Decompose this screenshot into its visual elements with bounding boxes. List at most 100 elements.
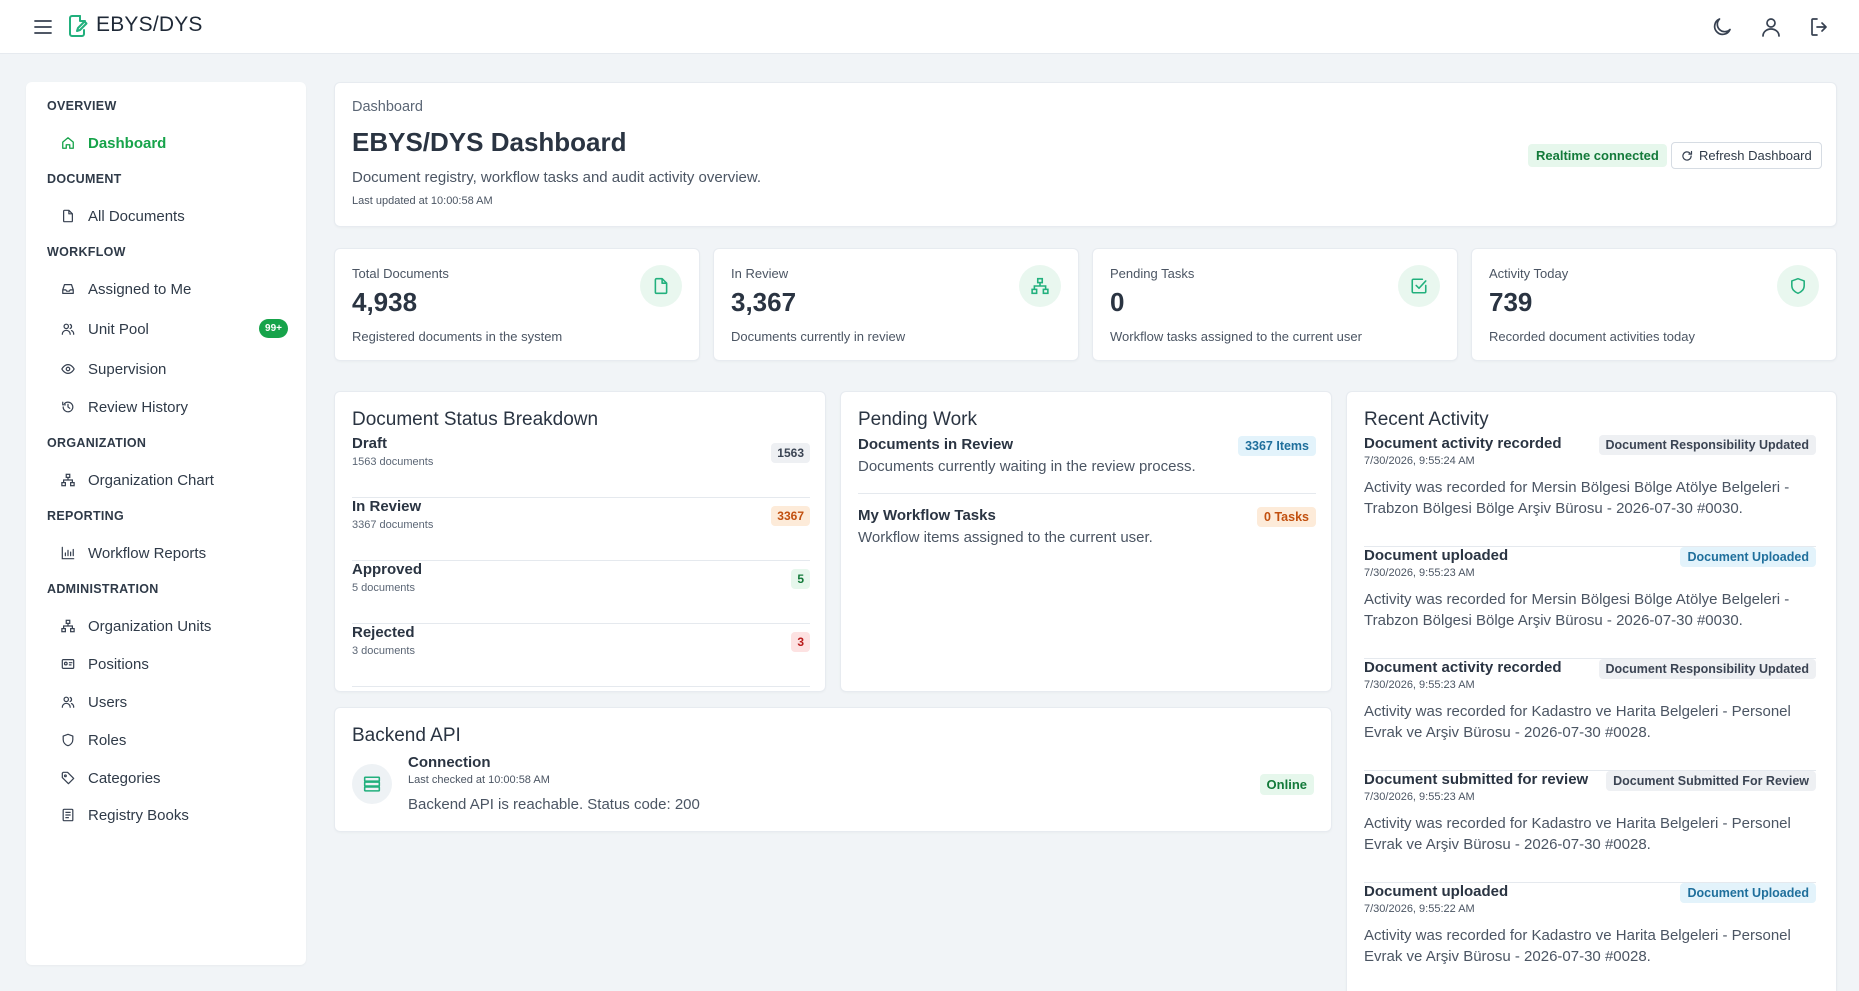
section-title: Pending Work (858, 409, 977, 430)
page-title: EBYS/DYS Dashboard (352, 127, 627, 157)
status-count-badge: 3 (791, 632, 810, 652)
top-bar: EBYS/DYS (0, 0, 1859, 54)
stat-label: Pending Tasks (1110, 266, 1195, 281)
connection-label: Connection (408, 754, 491, 771)
activity-item[interactable]: Document activity recorded 7/30/2026, 9:5… (1364, 435, 1816, 547)
sidebar-item-label: Dashboard (88, 134, 167, 152)
sidebar-item-registry-books[interactable]: Registry Books (60, 800, 288, 830)
sidebar-item-label: Workflow Reports (88, 544, 207, 562)
last-checked: Last checked at 10:00:58 AM (408, 774, 550, 786)
id-card-icon (60, 656, 76, 672)
sidebar-item-supervision[interactable]: Supervision (60, 354, 288, 384)
file-icon (60, 208, 76, 224)
stat-subtitle: Workflow tasks assigned to the current u… (1110, 329, 1362, 344)
refresh-label: Refresh Dashboard (1699, 148, 1812, 163)
activity-time: 7/30/2026, 9:55:23 AM (1364, 791, 1475, 803)
org-chart-icon (60, 472, 76, 488)
sidebar-section-overview: OVERVIEW (47, 99, 117, 113)
stat-card-pending-tasks: Pending Tasks 0 Workflow tasks assigned … (1092, 248, 1458, 361)
sidebar-section-reporting: REPORTING (47, 509, 125, 523)
user-icon[interactable] (1759, 15, 1783, 39)
sidebar-item-review-history[interactable]: Review History (60, 392, 288, 422)
activity-time: 7/30/2026, 9:55:22 AM (1364, 903, 1475, 915)
activity-item[interactable]: Document uploaded 7/30/2026, 9:55:22 AM Ac… (1364, 883, 1816, 991)
shield-icon (60, 732, 76, 748)
activity-text: Activity was recorded for Mersin Bölgesi… (1364, 479, 1790, 517)
sidebar-item-organization-units[interactable]: Organization Units (60, 611, 288, 641)
users-icon (60, 694, 76, 710)
stat-value: 4,938 (352, 287, 418, 317)
sidebar-item-organization-chart[interactable]: Organization Chart (60, 465, 288, 495)
sidebar-item-dashboard[interactable]: Dashboard (60, 128, 288, 158)
pending-work-card: Pending Work Documents in Review Documen… (840, 391, 1332, 692)
pending-row-documents-in-review[interactable]: Documents in Review Documents currently … (858, 436, 1316, 494)
sidebar-item-label: Supervision (88, 360, 167, 378)
moon-icon[interactable] (1710, 15, 1734, 39)
sidebar-section-workflow: WORKFLOW (47, 245, 126, 259)
breadcrumb[interactable]: Dashboard (352, 99, 423, 115)
home-icon (60, 135, 76, 151)
pending-row-name: My Workflow Tasks (858, 507, 996, 524)
sidebar-item-roles[interactable]: Roles (60, 725, 288, 755)
sidebar-item-label: Registry Books (88, 806, 189, 824)
sidebar: OVERVIEW Dashboard DOCUMENT All Document… (26, 82, 306, 965)
pending-count-badge: 3367 Items (1238, 436, 1316, 456)
app-title: EBYS/DYS (96, 13, 203, 36)
refresh-dashboard-button[interactable]: Refresh Dashboard (1671, 142, 1822, 169)
stat-subtitle: Registered documents in the system (352, 329, 563, 344)
sidebar-item-categories[interactable]: Categories (60, 763, 288, 793)
sidebar-item-label: Assigned to Me (88, 280, 192, 298)
activity-text: Activity was recorded for Kadastro ve Ha… (1364, 703, 1791, 741)
activity-type-badge: Document Uploaded (1680, 547, 1816, 567)
sidebar-item-label: Organization Units (88, 617, 212, 635)
status-name: In Review (352, 498, 422, 515)
api-status-message: Backend API is reachable. Status code: 2… (408, 796, 700, 813)
sidebar-item-label: Roles (88, 731, 127, 749)
sidebar-item-label: Review History (88, 398, 189, 416)
eye-icon (60, 361, 76, 377)
status-row[interactable]: In Review 3367 documents 3367 (352, 498, 810, 561)
sidebar-item-workflow-reports[interactable]: Workflow Reports (60, 538, 288, 568)
activity-title: Document uploaded (1364, 883, 1509, 900)
section-title: Document Status Breakdown (352, 409, 599, 430)
refresh-icon (1681, 150, 1699, 162)
sidebar-item-label: Users (88, 693, 128, 711)
sidebar-item-positions[interactable]: Positions (60, 649, 288, 679)
recent-activity-card: Recent Activity Document activity record… (1346, 391, 1837, 991)
pending-count-badge: 0 Tasks (1257, 507, 1316, 527)
check-square-icon (1398, 265, 1440, 307)
status-row[interactable]: Rejected 3 documents 3 (352, 624, 810, 687)
tag-icon (60, 770, 76, 786)
status-count-text: 1563 documents (352, 456, 434, 468)
stat-card-in-review: In Review 3,367 Documents currently in r… (713, 248, 1079, 361)
activity-type-badge: Document Submitted For Review (1606, 771, 1816, 791)
pending-row-my-workflow-tasks[interactable]: My Workflow Tasks Workflow items assigne… (858, 507, 1316, 547)
stat-value: 3,367 (731, 287, 797, 317)
menu-icon[interactable] (33, 17, 53, 37)
activity-item[interactable]: Document submitted for review 7/30/2026, … (1364, 771, 1816, 883)
sidebar-item-assigned-to-me[interactable]: Assigned to Me (60, 274, 288, 304)
sidebar-item-label: Organization Chart (88, 471, 214, 489)
stat-value: 0 (1110, 287, 1125, 317)
sidebar-item-users[interactable]: Users (60, 687, 288, 717)
backend-api-card: Backend API Connection Last checked at 1… (334, 707, 1332, 832)
activity-item[interactable]: Document uploaded 7/30/2026, 9:55:23 AM Ac… (1364, 547, 1816, 659)
inbox-icon (60, 281, 76, 297)
org-units-icon (60, 618, 76, 634)
activity-title: Document activity recorded (1364, 659, 1562, 676)
stat-card-total-documents: Total Documents 4,938 Registered documen… (334, 248, 700, 361)
online-status-badge: Online (1259, 774, 1314, 795)
logout-icon[interactable] (1808, 15, 1832, 39)
activity-title: Document submitted for review (1364, 771, 1589, 788)
status-row[interactable]: Draft 1563 documents 1563 (352, 435, 810, 498)
status-name: Approved (352, 561, 423, 578)
status-row[interactable]: Approved 5 documents 5 (352, 561, 810, 624)
stat-value: 739 (1489, 287, 1533, 317)
activity-title: Document activity recorded (1364, 435, 1562, 452)
users-icon (60, 321, 76, 337)
activity-item[interactable]: Document activity recorded 7/30/2026, 9:5… (1364, 659, 1816, 771)
last-updated: Last updated at 10:00:58 AM (352, 195, 493, 207)
sidebar-item-unit-pool[interactable]: Unit Pool 99+ (60, 314, 288, 344)
sidebar-item-all-documents[interactable]: All Documents (60, 201, 288, 231)
activity-time: 7/30/2026, 9:55:23 AM (1364, 679, 1475, 691)
